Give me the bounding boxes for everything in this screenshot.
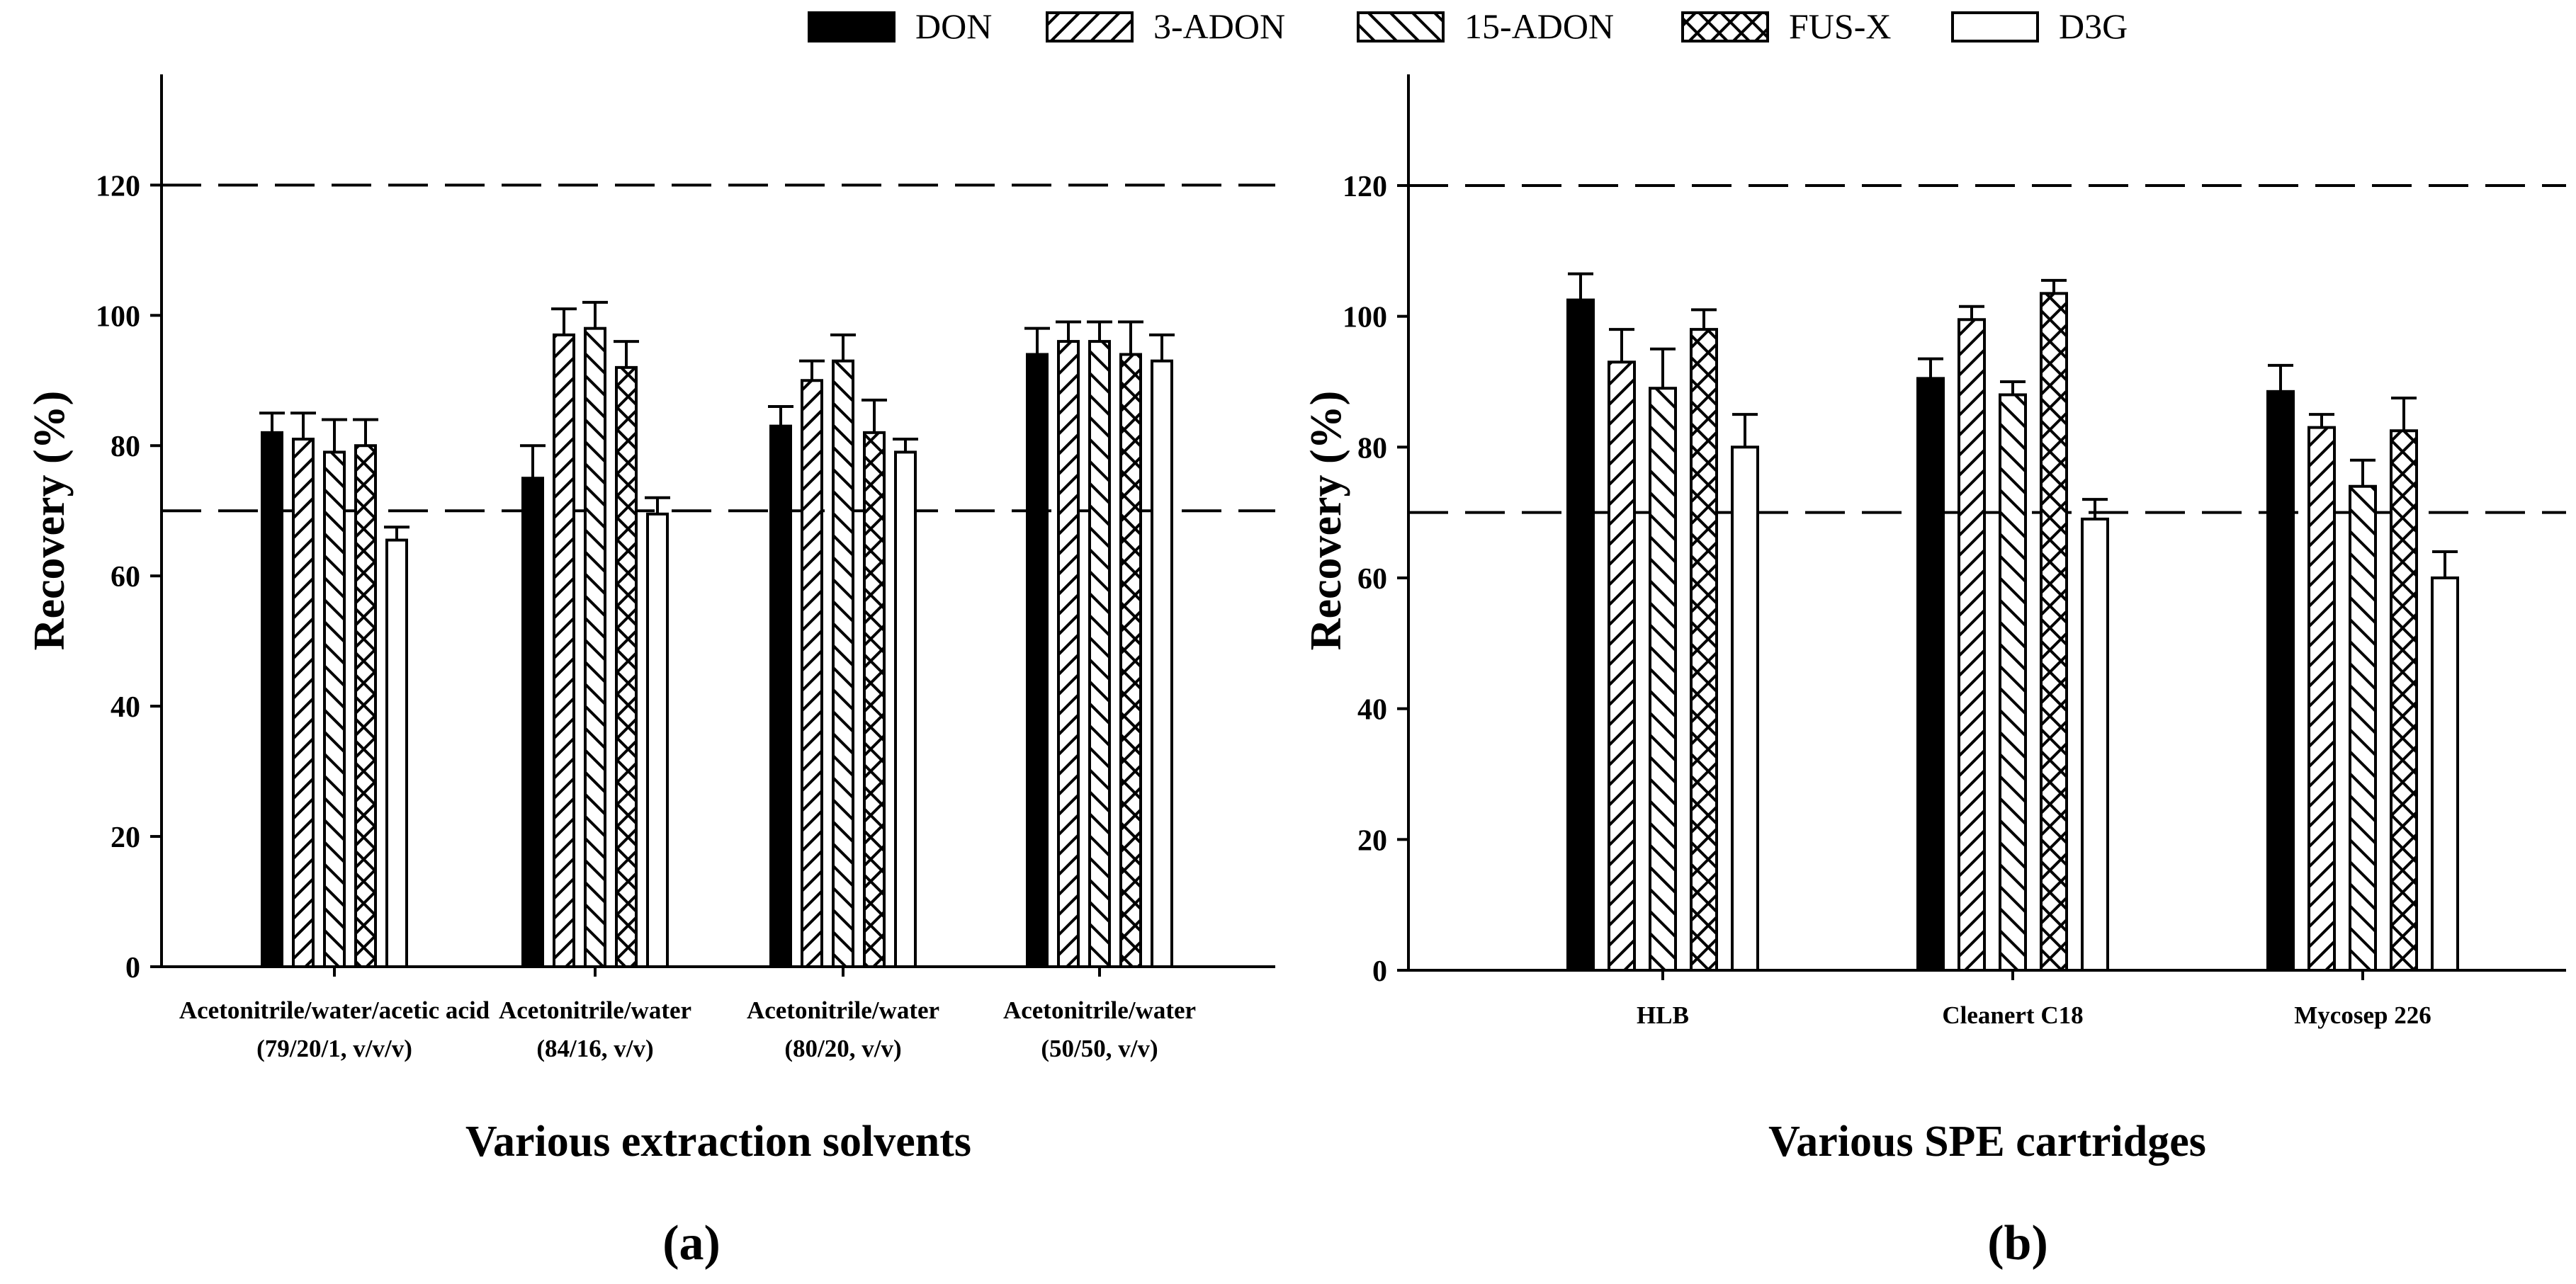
bar-15-adon [2349, 484, 2377, 972]
x-category-label: Acetonitrile/water [747, 996, 939, 1024]
y-tick-label: 0 [125, 952, 140, 984]
legend-label: D3G [2059, 6, 2128, 46]
x-category-label: (84/16, v/v) [536, 1035, 653, 1062]
y-tick-label: 100 [96, 300, 140, 333]
bar-don [1916, 377, 1945, 972]
y-tick-label: 20 [111, 822, 140, 854]
bar-fus-x [2040, 292, 2068, 972]
legend-label: 15-ADON [1464, 6, 1614, 46]
legend-label: DON [915, 6, 992, 46]
bar-3-adon [292, 438, 315, 968]
bar-fus-x [1690, 328, 1718, 972]
bar-fus-x [615, 365, 638, 968]
bar-fus-x [863, 431, 886, 968]
y-axis-title: Recovery (%) [1302, 391, 1350, 651]
x-category-label: Acetonitrile/water [1003, 996, 1196, 1024]
x-axis-title: Various SPE cartridges [1768, 1118, 2206, 1166]
bar-3-adon [1958, 318, 1986, 972]
x-category-label: Acetonitrile/water [499, 996, 691, 1024]
legend-swatch-15-adon [1357, 11, 1445, 42]
bar-15-adon [832, 359, 854, 969]
panel-label: (a) [662, 1216, 721, 1271]
x-category-label: (50/50, v/v) [1041, 1035, 1158, 1062]
bar-don [521, 477, 544, 968]
bar-fus-x [354, 444, 377, 968]
y-tick-label: 120 [1343, 171, 1387, 203]
y-tick-label: 80 [111, 431, 140, 463]
legend: DON 3-ADON 15-ADON FUS-X D3G [808, 6, 2128, 46]
y-tick-label: 60 [111, 561, 140, 593]
y-tick-label: 0 [1372, 955, 1387, 988]
legend-swatch-don [808, 11, 896, 42]
bar-d3g [1731, 445, 1759, 972]
chart-panel-a: 0 20 40 60 80 100 120 Acetonitrile/water/acetic… [26, 74, 1275, 1271]
bar-d3g [646, 512, 669, 968]
legend-swatch-3-adon [1046, 11, 1134, 42]
bar-15-adon [1649, 387, 1677, 972]
chart-panel-b: 0 20 40 60 80 100 120 HLB Cleanert C18 Mycosep 22… [1302, 74, 2566, 1271]
bar-3-adon [2307, 426, 2336, 972]
bar-don [1026, 353, 1049, 969]
bar-3-adon [1057, 340, 1080, 968]
x-category-label: (80/20, v/v) [784, 1035, 901, 1062]
y-tick-label: 40 [111, 691, 140, 724]
bar-fus-x [2390, 429, 2418, 972]
panel-label: (b) [1987, 1216, 2048, 1271]
bar-d3g [385, 538, 408, 968]
bar-3-adon [553, 333, 575, 968]
bar-don [769, 424, 792, 968]
y-tick-label: 60 [1357, 563, 1387, 596]
x-axis-title: Various extraction solvents [465, 1118, 971, 1166]
bar-15-adon [1999, 393, 2027, 972]
bar-15-adon [1088, 340, 1111, 968]
legend-label: FUS-X [1789, 6, 1891, 46]
bar-d3g [1151, 359, 1173, 969]
legend-swatch-d3g [1951, 11, 2039, 42]
x-category-label: Mycosep 226 [2294, 1001, 2431, 1029]
bar-don [1566, 298, 1595, 972]
bar-d3g [2431, 576, 2459, 972]
x-category-label: Acetonitrile/water/acetic acid [179, 996, 490, 1024]
y-tick-label: 120 [96, 170, 140, 203]
x-category-label: HLB [1637, 1001, 1689, 1029]
y-axis-title: Recovery (%) [26, 391, 74, 651]
bar-3-adon [801, 379, 823, 968]
y-tick-label: 40 [1357, 694, 1387, 727]
legend-swatch-fus-x [1681, 11, 1769, 42]
x-category-label: Cleanert C18 [1942, 1001, 2083, 1029]
bar-don [261, 431, 283, 968]
legend-label: 3-ADON [1153, 6, 1285, 46]
y-tick-label: 20 [1357, 824, 1387, 857]
y-tick-label: 80 [1357, 432, 1387, 465]
bar-15-adon [584, 326, 606, 968]
bar-3-adon [1608, 360, 1636, 972]
bar-15-adon [323, 450, 346, 968]
x-category-label: (79/20/1, v/v/v) [256, 1035, 412, 1062]
bar-don [2266, 390, 2295, 972]
bar-d3g [2081, 517, 2109, 972]
bar-d3g [894, 450, 917, 968]
bar-fus-x [1119, 353, 1142, 969]
y-tick-label: 100 [1343, 302, 1387, 334]
